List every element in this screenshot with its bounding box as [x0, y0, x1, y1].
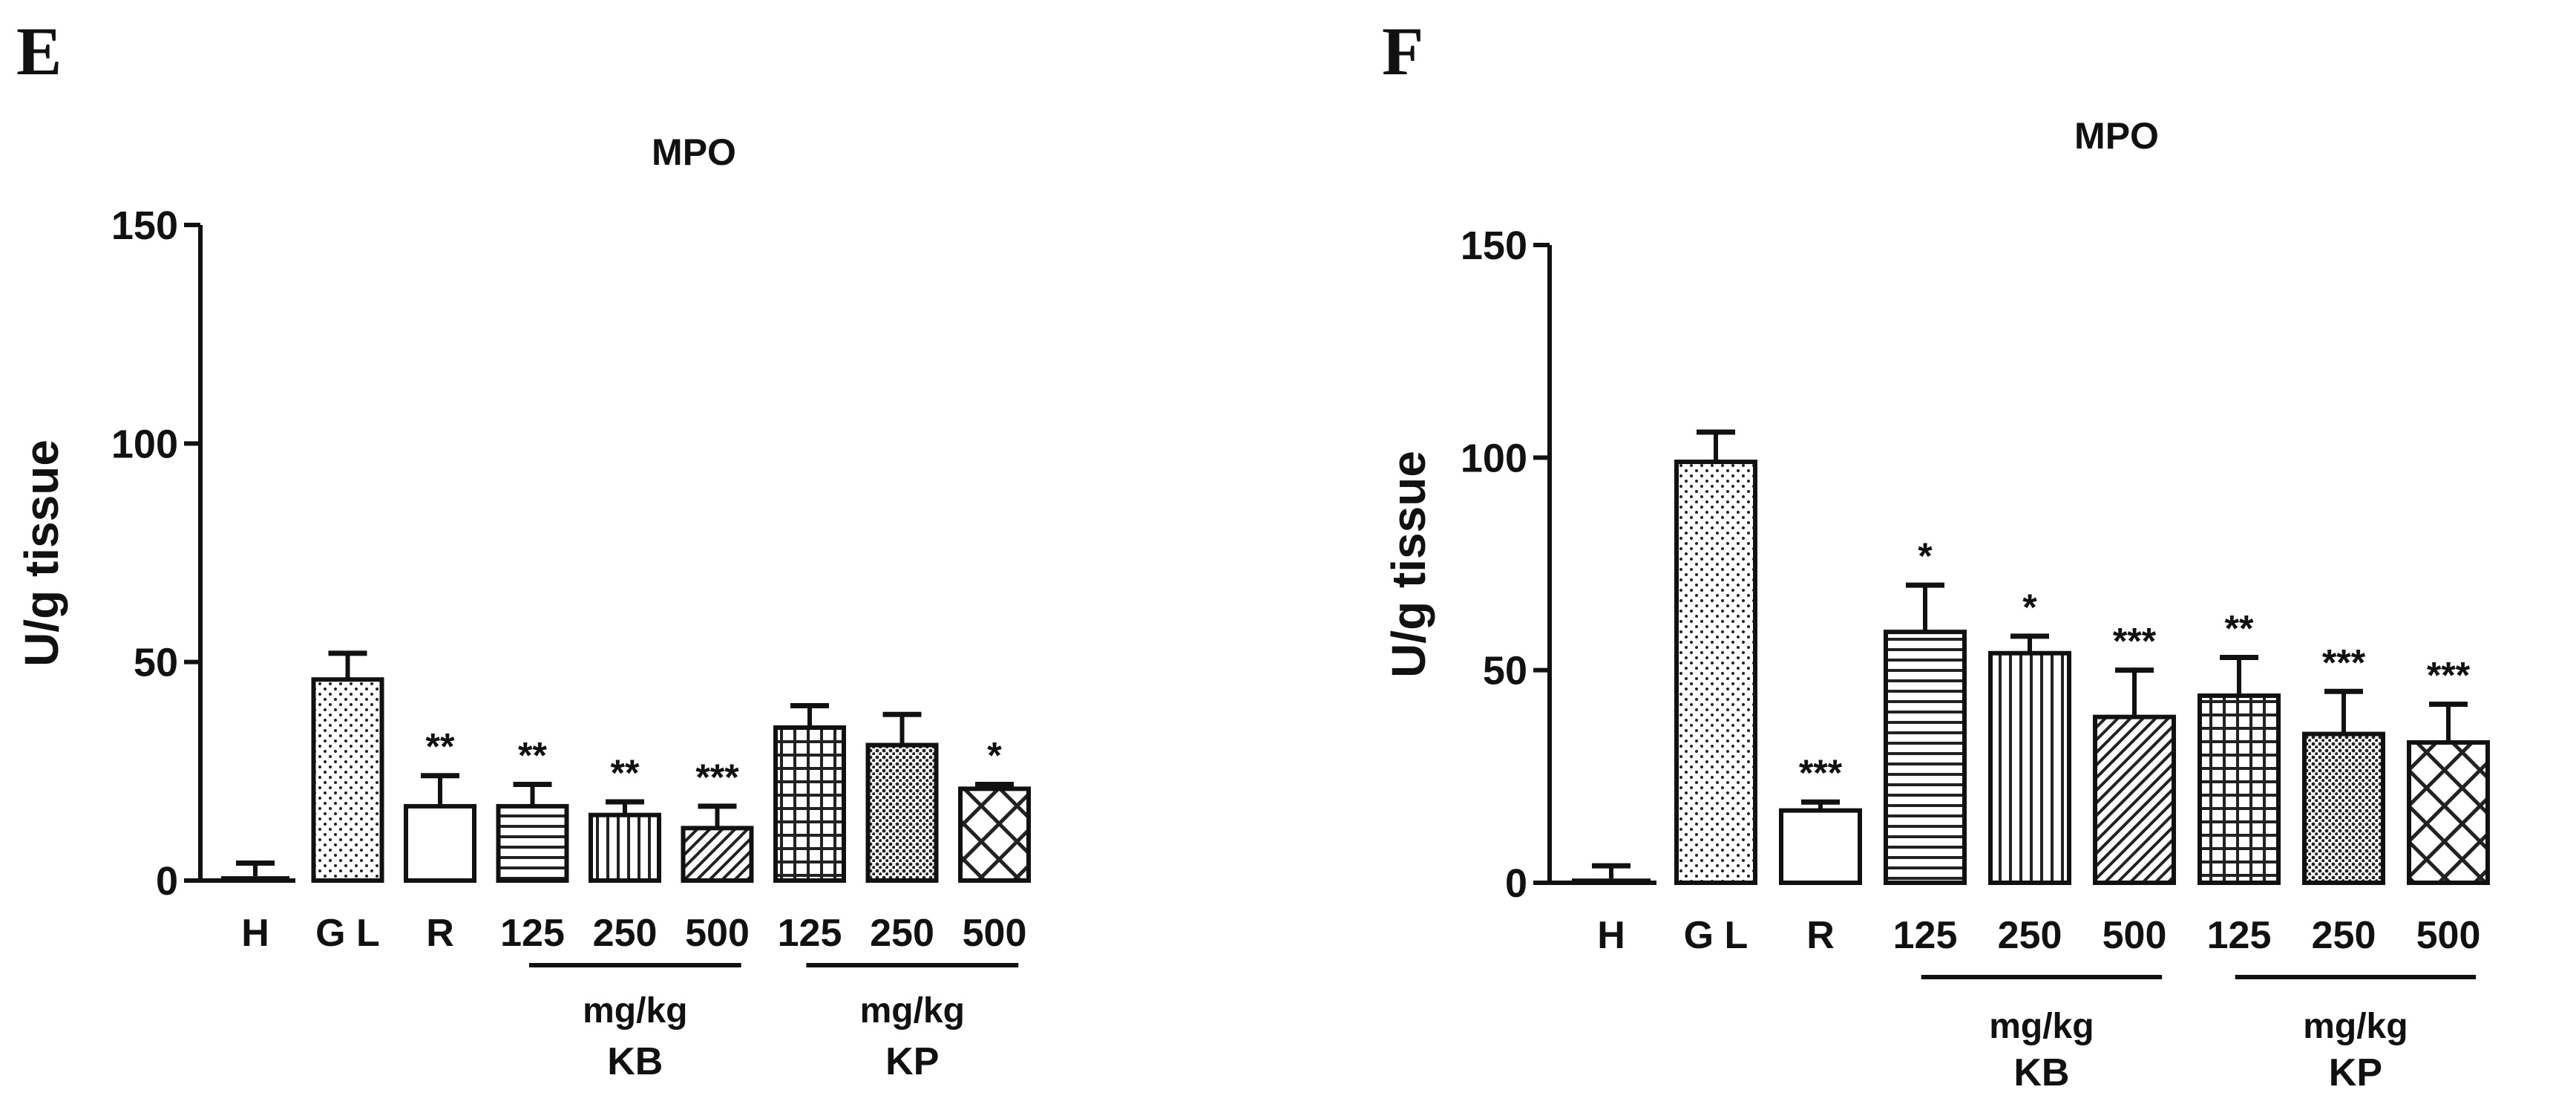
bar: [589, 812, 661, 883]
bar: [2198, 693, 2281, 885]
group-unit-label: mg/kg: [583, 991, 687, 1031]
group-unit-label: mg/kg: [860, 991, 965, 1031]
x-tick-label: 250: [2312, 914, 2376, 957]
bar: [1674, 460, 1757, 885]
group-name-label: KP: [885, 1040, 939, 1083]
y-tick-label: 50: [134, 641, 178, 685]
bar: [865, 742, 939, 883]
significance-marker: *: [987, 734, 1002, 776]
x-tick-label: 250: [1998, 914, 2062, 957]
bar: [311, 677, 384, 883]
group-unit-label: mg/kg: [1989, 1007, 2094, 1046]
panel-letter: E: [16, 13, 62, 89]
x-tick-label: 125: [2207, 914, 2272, 957]
y-tick-label: 100: [111, 422, 178, 466]
y-tick-label: 0: [1505, 861, 1527, 906]
group-name-label: KB: [2013, 1051, 2069, 1094]
significance-marker: *: [2022, 587, 2037, 628]
significance-marker: ***: [2427, 654, 2471, 696]
x-tick-label: 125: [778, 912, 842, 955]
x-tick-label: R: [1806, 914, 1835, 957]
significance-marker: **: [611, 752, 640, 794]
x-tick-label: 500: [2416, 914, 2481, 957]
x-tick-label: G L: [315, 912, 380, 955]
group-unit-label: mg/kg: [2303, 1007, 2408, 1046]
x-tick-label: 500: [2103, 914, 2167, 957]
chart-title: MPO: [2074, 115, 2159, 157]
y-tick-label: 0: [156, 859, 178, 904]
x-tick-label: H: [241, 912, 269, 955]
bar: [773, 725, 846, 884]
x-tick-label: 125: [1893, 914, 1958, 957]
group-name-label: KP: [2329, 1051, 2382, 1094]
significance-marker: ***: [2322, 641, 2366, 683]
y-tick-label: 150: [1461, 223, 1527, 268]
significance-marker: ***: [1799, 752, 1843, 794]
x-tick-label: 500: [685, 912, 750, 955]
panel-letter: F: [1382, 13, 1423, 89]
y-tick-label: 150: [111, 203, 178, 248]
y-tick-label: 50: [1483, 649, 1527, 693]
bar: [958, 786, 1031, 884]
x-tick-label: G L: [1684, 914, 1749, 957]
x-tick-label: 500: [963, 912, 1027, 955]
y-tick-label: 100: [1461, 436, 1527, 480]
bar: [1884, 630, 1967, 885]
significance-marker: **: [518, 734, 547, 776]
chart-title: MPO: [652, 131, 736, 173]
x-tick-label: 250: [593, 912, 658, 955]
significance-marker: **: [2225, 607, 2254, 649]
bar: [404, 803, 476, 883]
x-tick-label: H: [1597, 914, 1625, 957]
significance-marker: ***: [695, 757, 739, 798]
bar: [496, 803, 569, 883]
y-axis-label: U/g tissue: [15, 440, 68, 667]
chart-panel-e: E MPO 0 50 100 150 U/g tissue H G L ** R ** 125 ** 250…: [15, 13, 1031, 1083]
bar: [1779, 808, 1862, 885]
significance-marker: *: [1918, 535, 1933, 577]
bar: [1988, 650, 2071, 885]
bar: [2093, 714, 2176, 885]
chart-panel-f: F MPO 0 50 100 150 U/g tissue H G L *** R * 125 * 250 *…: [1382, 13, 2490, 1094]
x-tick-label: 125: [500, 912, 565, 955]
bar: [2302, 731, 2385, 885]
group-name-label: KB: [607, 1040, 663, 1083]
significance-marker: ***: [2113, 621, 2157, 662]
x-tick-label: R: [426, 912, 454, 955]
bar: [2407, 740, 2490, 886]
x-tick-label: 250: [870, 912, 934, 955]
bar: [681, 826, 754, 883]
significance-marker: **: [426, 726, 455, 768]
y-axis-label: U/g tissue: [1382, 451, 1435, 678]
